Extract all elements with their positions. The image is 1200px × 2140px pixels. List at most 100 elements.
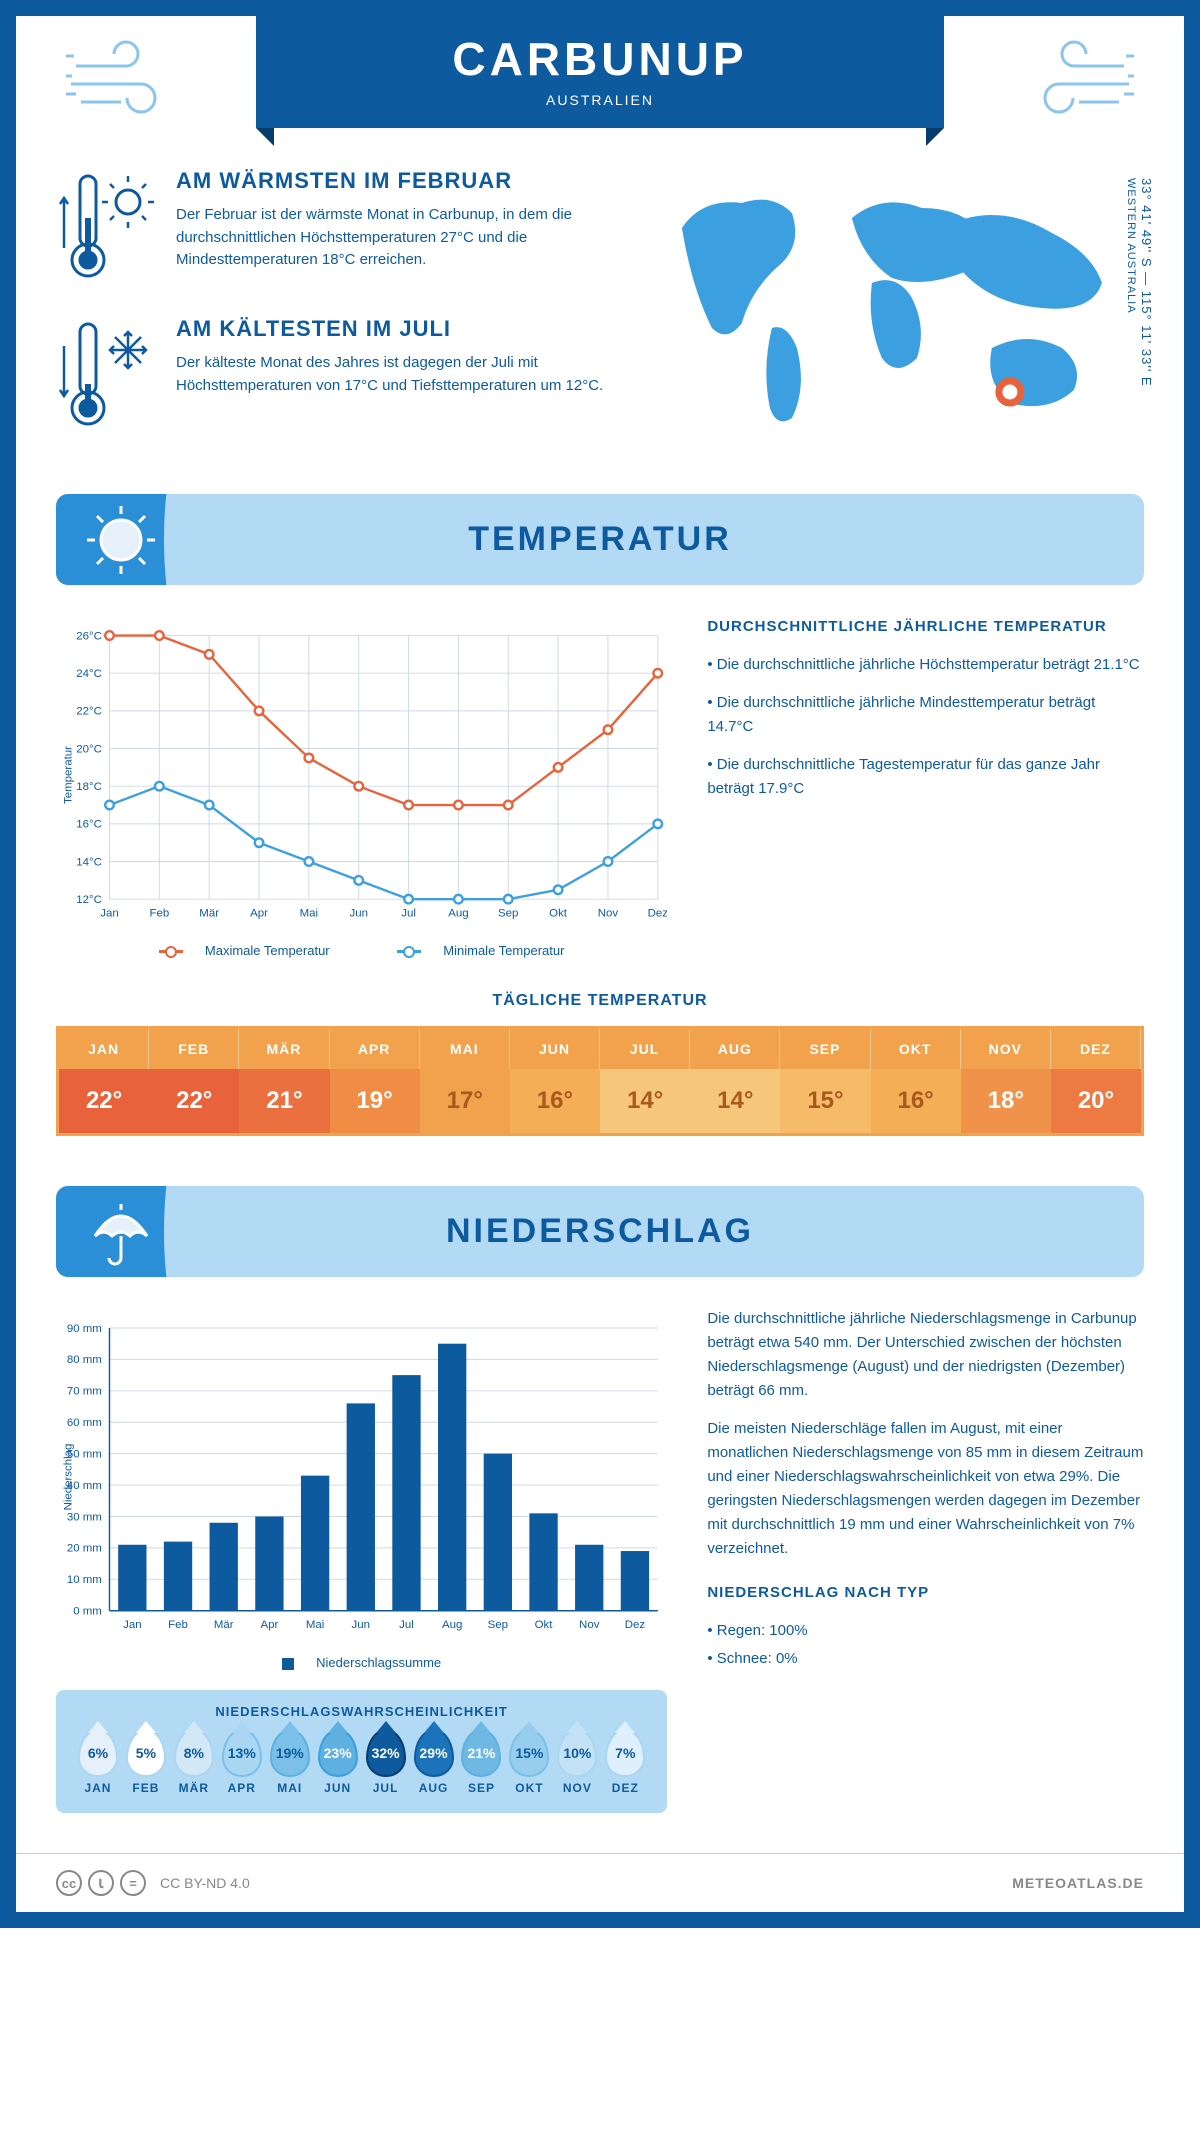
warmest-body: Der Februar ist der wärmste Monat in Car… [176,204,610,272]
page-title: CARBUNUP [256,32,944,86]
svg-text:Niederschlag: Niederschlag [62,1444,74,1511]
temp-table-col: SEP 15° [780,1029,870,1133]
license-badge: cc ⍳ = CC BY-ND 4.0 [56,1870,250,1896]
svg-text:12°C: 12°C [76,894,102,906]
coordinates: 33° 41' 49'' S — 115° 11' 33'' E WESTERN… [1124,178,1154,387]
temp-summary-p3: • Die durchschnittliche Tagestemperatur … [707,753,1144,801]
svg-text:22°C: 22°C [76,706,102,718]
temp-table-col: NOV 18° [961,1029,1051,1133]
temp-summary-heading: DURCHSCHNITTLICHE JÄHRLICHE TEMPERATUR [707,615,1144,639]
svg-text:Dez: Dez [625,1619,646,1631]
svg-text:30 mm: 30 mm [67,1511,102,1523]
temp-summary-p2: • Die durchschnittliche jährliche Mindes… [707,691,1144,739]
prob-cell: 13% APR [220,1729,264,1795]
temp-table-col: FEB 22° [149,1029,239,1133]
svg-text:Aug: Aug [448,907,468,919]
temperature-section-banner: TEMPERATUR [56,494,1144,585]
prob-cell: 8% MÄR [172,1729,216,1795]
sun-icon [56,494,186,585]
precip-snow: • Schnee: 0% [707,1647,1144,1671]
svg-text:Dez: Dez [648,907,668,919]
svg-text:Mär: Mär [214,1619,234,1631]
svg-text:60 mm: 60 mm [67,1417,102,1429]
thermometer-sun-icon [56,168,156,288]
svg-text:Nov: Nov [598,907,619,919]
svg-text:Jul: Jul [399,1619,414,1631]
precipitation-heading: NIEDERSCHLAG [56,1212,1144,1251]
svg-text:0 mm: 0 mm [73,1606,102,1618]
precip-p2: Die meisten Niederschläge fallen im Augu… [707,1417,1144,1561]
by-icon: ⍳ [88,1870,114,1896]
temp-chart-legend: Maximale Temperatur Minimale Temperatur [56,943,667,958]
prob-heading: NIEDERSCHLAGSWAHRSCHEINLICHKEIT [76,1704,647,1719]
precipitation-bar-chart: 0 mm10 mm20 mm30 mm40 mm50 mm60 mm70 mm8… [56,1307,667,1670]
svg-text:Mai: Mai [306,1619,324,1631]
prob-cell: 10% NOV [555,1729,599,1795]
prob-cell: 19% MAI [268,1729,312,1795]
svg-text:20 mm: 20 mm [67,1543,102,1555]
svg-text:Sep: Sep [488,1619,508,1631]
svg-text:18°C: 18°C [76,781,102,793]
temp-table-col: AUG 14° [690,1029,780,1133]
nd-icon: = [120,1870,146,1896]
temp-table-col: JUL 14° [600,1029,690,1133]
warmest-fact: AM WÄRMSTEN IM FEBRUAR Der Februar ist d… [56,168,610,288]
precipitation-probability-panel: NIEDERSCHLAGSWAHRSCHEINLICHKEIT 6% JAN 5… [56,1690,667,1813]
svg-text:10 mm: 10 mm [67,1574,102,1586]
prob-cell: 15% OKT [507,1729,551,1795]
svg-text:14°C: 14°C [76,856,102,868]
prob-cell: 29% AUG [412,1729,456,1795]
coldest-body: Der kälteste Monat des Jahres ist dagege… [176,352,610,397]
temperature-heading: TEMPERATUR [56,520,1144,559]
svg-text:Sep: Sep [498,907,518,919]
temp-summary-p1: • Die durchschnittliche jährliche Höchst… [707,653,1144,677]
license-text: CC BY-ND 4.0 [160,1875,250,1891]
svg-text:Jul: Jul [401,907,416,919]
precipitation-section-banner: NIEDERSCHLAG [56,1186,1144,1277]
svg-text:Temperatur: Temperatur [62,746,74,804]
svg-text:Apr: Apr [250,907,268,919]
prob-cell: 7% DEZ [603,1729,647,1795]
temp-table-col: JUN 16° [510,1029,600,1133]
wind-icon [66,36,176,126]
svg-text:16°C: 16°C [76,819,102,831]
footer: cc ⍳ = CC BY-ND 4.0 METEOATLAS.DE [16,1853,1184,1912]
temp-table-col: DEZ 20° [1051,1029,1141,1133]
prob-cell: 5% FEB [124,1729,168,1795]
svg-text:Apr: Apr [260,1619,278,1631]
cc-icon: cc [56,1870,82,1896]
svg-text:Feb: Feb [149,907,169,919]
svg-text:90 mm: 90 mm [67,1323,102,1335]
precip-chart-legend: Niederschlagssumme [56,1655,667,1670]
svg-text:Jan: Jan [123,1619,141,1631]
precip-p1: Die durchschnittliche jährliche Niedersc… [707,1307,1144,1403]
daily-temp-table: JAN 22° FEB 22° MÄR 21° APR 19° MAI 17° … [56,1026,1144,1136]
svg-text:Nov: Nov [579,1619,600,1631]
svg-text:26°C: 26°C [76,630,102,642]
coldest-heading: AM KÄLTESTEN IM JULI [176,316,610,342]
svg-text:20°C: 20°C [76,743,102,755]
temp-table-col: OKT 16° [871,1029,961,1133]
temp-table-col: JAN 22° [59,1029,149,1133]
umbrella-icon [56,1186,186,1277]
page-subtitle: AUSTRALIEN [256,92,944,108]
temp-table-col: MÄR 21° [239,1029,329,1133]
precip-type-heading: NIEDERSCHLAG NACH TYP [707,1581,1144,1605]
precip-rain: • Regen: 100% [707,1619,1144,1643]
svg-text:Jun: Jun [349,907,367,919]
daily-temp-heading: TÄGLICHE TEMPERATUR [56,992,1144,1010]
title-banner: CARBUNUP AUSTRALIEN [256,16,944,128]
temperature-line-chart: 12°C14°C16°C18°C20°C22°C24°C26°CJanFebMä… [56,615,667,958]
prob-cell: 23% JUN [316,1729,360,1795]
svg-text:Mai: Mai [300,907,318,919]
warmest-heading: AM WÄRMSTEN IM FEBRUAR [176,168,610,194]
thermometer-snow-icon [56,316,156,436]
svg-text:Feb: Feb [168,1619,188,1631]
wind-icon [1024,36,1134,126]
svg-text:70 mm: 70 mm [67,1386,102,1398]
temp-table-col: MAI 17° [420,1029,510,1133]
coldest-fact: AM KÄLTESTEN IM JULI Der kälteste Monat … [56,316,610,436]
svg-text:Okt: Okt [549,907,568,919]
prob-cell: 21% SEP [460,1729,504,1795]
site-credit: METEOATLAS.DE [1012,1875,1144,1891]
